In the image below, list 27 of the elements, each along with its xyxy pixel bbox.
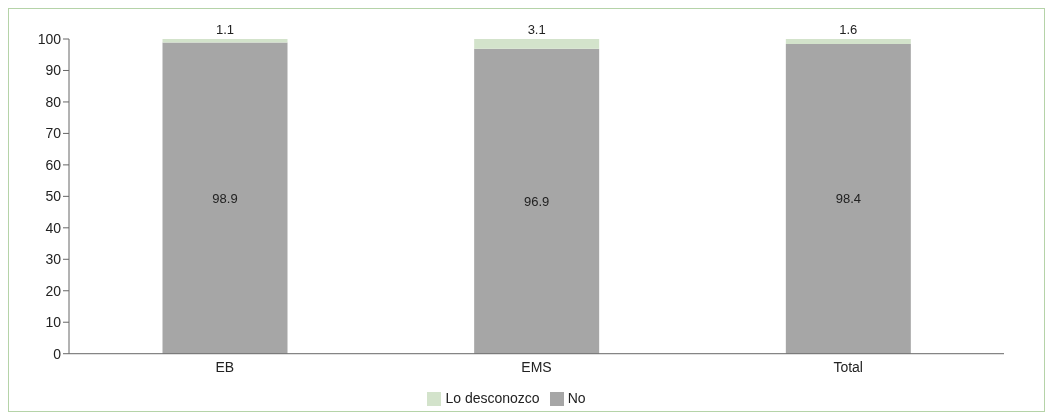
- legend-label: No: [567, 389, 586, 406]
- x-tick-label: EMS: [521, 358, 552, 375]
- y-tick-label: 80: [45, 93, 62, 110]
- x-tick-label: Total: [833, 358, 863, 375]
- data-label: 98.9: [212, 190, 238, 206]
- y-tick-label: 100: [37, 30, 62, 47]
- bar: [785, 39, 911, 45]
- bar: [474, 48, 600, 354]
- legend-label: Lo desconozco: [445, 389, 540, 406]
- bar: [162, 42, 288, 354]
- y-tick-label: 40: [45, 219, 62, 236]
- data-label: 1.6: [839, 22, 858, 37]
- y-tick-label: 60: [45, 156, 62, 173]
- y-tick-label: 10: [45, 314, 62, 331]
- data-label: 3.1: [527, 22, 546, 37]
- y-tick-label: 0: [53, 345, 62, 362]
- data-label: 96.9: [524, 193, 550, 209]
- data-label: 98.4: [835, 191, 861, 207]
- y-tick-label: 50: [45, 188, 62, 205]
- bar: [474, 39, 600, 49]
- data-label: 1.1: [215, 22, 235, 37]
- y-tick-label: 70: [45, 125, 62, 142]
- y-tick-label: 90: [45, 62, 62, 79]
- y-tick-label: 30: [45, 251, 62, 268]
- y-tick-label: 20: [45, 282, 62, 299]
- x-tick-label: EB: [215, 358, 235, 375]
- bar: [785, 44, 911, 354]
